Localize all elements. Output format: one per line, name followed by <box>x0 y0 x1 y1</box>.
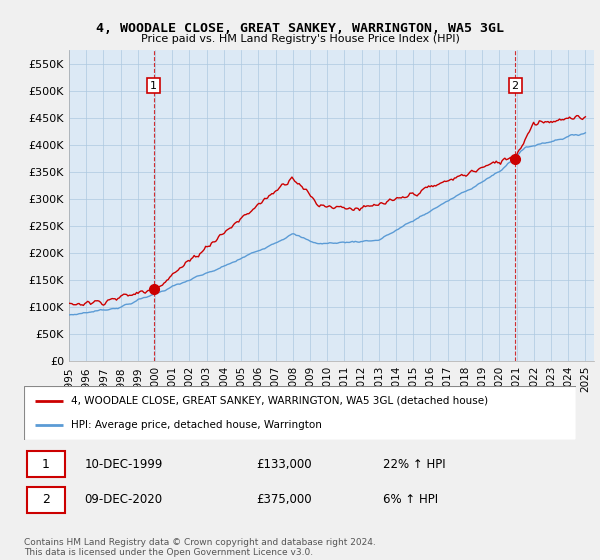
Text: 4, WOODALE CLOSE, GREAT SANKEY, WARRINGTON, WA5 3GL (detached house): 4, WOODALE CLOSE, GREAT SANKEY, WARRINGT… <box>71 396 488 406</box>
Text: HPI: Average price, detached house, Warrington: HPI: Average price, detached house, Warr… <box>71 420 322 430</box>
Text: £375,000: £375,000 <box>256 493 311 506</box>
Text: Contains HM Land Registry data © Crown copyright and database right 2024.
This d: Contains HM Land Registry data © Crown c… <box>24 538 376 557</box>
FancyBboxPatch shape <box>27 487 65 513</box>
FancyBboxPatch shape <box>24 386 576 440</box>
Text: 4, WOODALE CLOSE, GREAT SANKEY, WARRINGTON, WA5 3GL: 4, WOODALE CLOSE, GREAT SANKEY, WARRINGT… <box>96 22 504 35</box>
Text: 2: 2 <box>42 493 50 506</box>
Text: 22% ↑ HPI: 22% ↑ HPI <box>383 458 445 470</box>
FancyBboxPatch shape <box>27 451 65 477</box>
Text: 1: 1 <box>42 458 50 470</box>
Text: 6% ↑ HPI: 6% ↑ HPI <box>383 493 438 506</box>
Text: £133,000: £133,000 <box>256 458 311 470</box>
Text: 2: 2 <box>512 81 519 91</box>
Text: Price paid vs. HM Land Registry's House Price Index (HPI): Price paid vs. HM Land Registry's House … <box>140 34 460 44</box>
Text: 10-DEC-1999: 10-DEC-1999 <box>85 458 163 470</box>
Text: 1: 1 <box>150 81 157 91</box>
Text: 09-DEC-2020: 09-DEC-2020 <box>85 493 163 506</box>
